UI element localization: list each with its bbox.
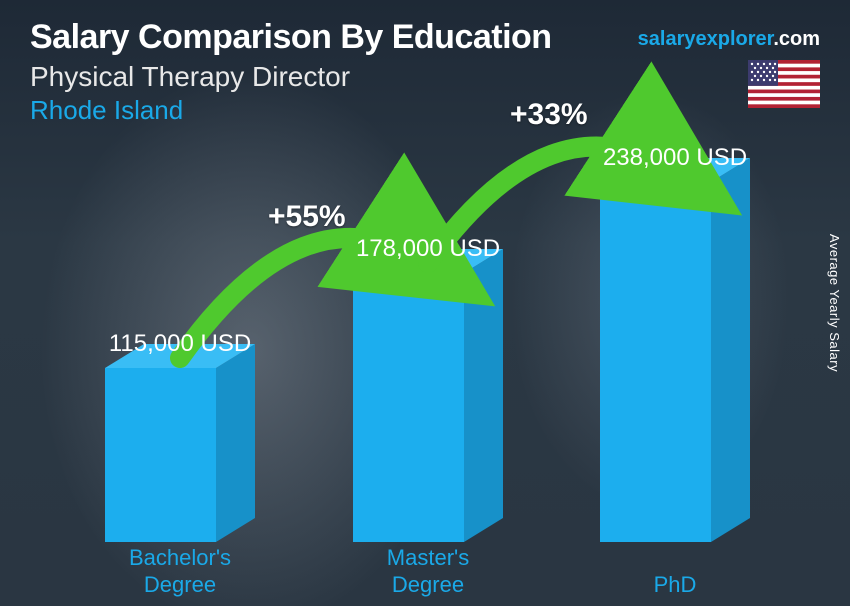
category-label: Bachelor'sDegree (80, 545, 280, 598)
brand-suffix: .com (773, 28, 820, 50)
y-axis-label: Average Yearly Salary (827, 234, 842, 372)
value-label: 238,000 USD (565, 144, 785, 172)
bar-2 (600, 158, 754, 546)
category-label: PhD (575, 572, 775, 598)
bar-0 (105, 344, 259, 546)
brand-name: salaryexplorer (638, 28, 774, 50)
value-label: 178,000 USD (318, 235, 538, 263)
category-label: Master'sDegree (328, 545, 528, 598)
chart-subtitle: Physical Therapy Director (30, 61, 820, 93)
brand-logo: salaryexplorer.com (638, 28, 820, 51)
percent-increase-label: +55% (268, 200, 346, 234)
value-label: 115,000 USD (70, 330, 290, 358)
us-flag-icon (748, 60, 820, 108)
chart-location: Rhode Island (30, 95, 820, 126)
bar-1 (353, 249, 507, 546)
